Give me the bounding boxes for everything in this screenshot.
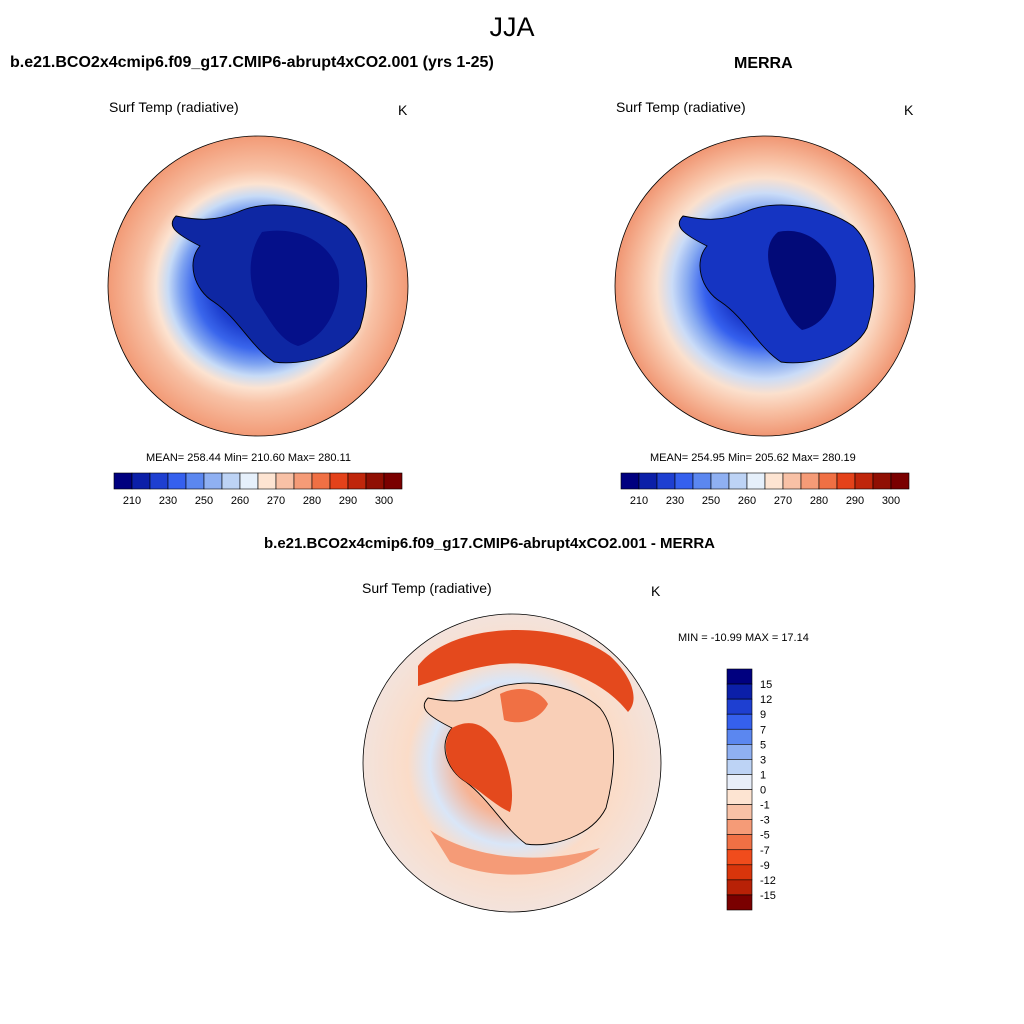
colorbar-swatch	[854, 472, 874, 490]
colorbar-swatch	[782, 472, 802, 490]
colorbar-swatch	[726, 698, 753, 715]
map-panel1	[107, 135, 409, 437]
colorbar-tick-label: -9	[760, 860, 770, 872]
colorbar-swatch	[726, 834, 753, 851]
colorbar-tick-label: 7	[760, 724, 766, 736]
colorbar-panel1: 210 230 250 260 270 280 290 300	[113, 472, 403, 507]
colorbar-swatch	[293, 472, 313, 490]
colorbar-swatch	[329, 472, 349, 490]
colorbar-tick-label: 0	[760, 785, 766, 797]
colorbar-tick-label: 9	[760, 709, 766, 721]
colorbar-swatch	[656, 472, 676, 490]
colorbar-tick-label: -7	[760, 845, 770, 857]
colorbar-swatch	[726, 789, 753, 805]
colorbar-tick-label: -5	[760, 830, 770, 842]
colorbar-swatch	[221, 472, 241, 490]
colorbar-swatch	[726, 683, 753, 700]
colorbar-tick-label: 12	[760, 694, 772, 706]
colorbar-swatch	[726, 879, 753, 896]
colorbar-tick-label: 1	[760, 769, 766, 781]
panel1-variable: Surf Temp (radiative)	[109, 99, 239, 115]
colorbar-swatch	[728, 472, 748, 490]
colorbar-swatch	[620, 472, 640, 490]
colorbar-swatch	[167, 472, 187, 490]
colorbar-swatch	[726, 819, 753, 835]
panel3-stats: MIN = -10.99 MAX = 17.14	[678, 632, 809, 644]
figure-title: JJA	[489, 12, 535, 42]
colorbar-swatch	[113, 472, 133, 490]
panel1-units: K	[398, 102, 408, 118]
colorbar-tick-label: 290	[339, 495, 357, 507]
colorbar-tick-label: 250	[702, 495, 720, 507]
colorbar-swatch	[638, 472, 658, 490]
colorbar-tick-label: 280	[303, 495, 321, 507]
colorbar-tick-label: 230	[666, 495, 684, 507]
colorbar-swatch	[203, 472, 223, 490]
colorbar-tick-label: 15	[760, 679, 772, 691]
colorbar-swatch	[764, 472, 784, 490]
colorbar-swatch	[726, 774, 753, 790]
colorbar-panel3: 15 12 9 7 5 3 1 0 -1 -3 -5 -7 -9 -12 -15	[726, 668, 776, 911]
colorbar-tick-label: 300	[375, 495, 393, 507]
colorbar-swatch	[239, 472, 259, 490]
panel3-title: b.e21.BCO2x4cmip6.f09_g17.CMIP6-abrupt4x…	[264, 535, 715, 552]
colorbar-tick-label: 300	[882, 495, 900, 507]
colorbar-tick-label: 260	[738, 495, 756, 507]
panel1-stats: MEAN= 258.44 Min= 210.60 Max= 280.11	[146, 452, 351, 464]
map-panel2	[614, 135, 916, 437]
colorbar-tick-label: 270	[267, 495, 285, 507]
colorbar-tick-label: 210	[630, 495, 648, 507]
colorbar-swatch	[131, 472, 151, 490]
panel3-units: K	[651, 583, 661, 599]
colorbar-swatch	[746, 472, 766, 490]
colorbar-swatch	[726, 759, 753, 775]
colorbar-swatch	[800, 472, 820, 490]
colorbar-swatch	[383, 472, 403, 490]
colorbar-tick-label: 210	[123, 495, 141, 507]
colorbar-swatch	[275, 472, 295, 490]
colorbar-tick-label: 230	[159, 495, 177, 507]
colorbar-swatch	[726, 744, 753, 760]
colorbar-swatch	[311, 472, 331, 490]
colorbar-swatch	[872, 472, 892, 490]
map-panel3	[362, 613, 662, 913]
colorbar-swatch	[347, 472, 367, 490]
colorbar-tick-label: 270	[774, 495, 792, 507]
colorbar-swatch	[726, 894, 753, 911]
panel2-stats: MEAN= 254.95 Min= 205.62 Max= 280.19	[650, 452, 856, 464]
colorbar-swatch	[726, 713, 753, 730]
colorbar-tick-label: 5	[760, 739, 766, 751]
colorbar-tick-label: 250	[195, 495, 213, 507]
colorbar-swatch	[726, 668, 753, 685]
colorbar-swatch	[710, 472, 730, 490]
colorbar-tick-label: -15	[760, 890, 776, 902]
colorbar-tick-label: 290	[846, 495, 864, 507]
colorbar-swatch	[726, 728, 753, 745]
panel2-title: MERRA	[734, 55, 793, 72]
colorbar-swatch	[674, 472, 694, 490]
colorbar-swatch	[149, 472, 169, 490]
colorbar-tick-label: 280	[810, 495, 828, 507]
panel2-variable: Surf Temp (radiative)	[616, 99, 746, 115]
panel1-title: b.e21.BCO2x4cmip6.f09_g17.CMIP6-abrupt4x…	[10, 54, 494, 71]
colorbar-tick-label: 3	[760, 754, 766, 766]
colorbar-swatch	[726, 864, 753, 881]
colorbar-swatch	[890, 472, 910, 490]
colorbar-swatch	[726, 849, 753, 866]
colorbar-tick-label: -1	[760, 800, 770, 812]
colorbar-swatch	[818, 472, 838, 490]
panel2-units: K	[904, 102, 914, 118]
colorbar-tick-label: -3	[760, 815, 770, 827]
colorbar-tick-label: 260	[231, 495, 249, 507]
colorbar-swatch	[692, 472, 712, 490]
colorbar-swatch	[726, 804, 753, 820]
colorbar-swatch	[257, 472, 277, 490]
colorbar-tick-label: -12	[760, 875, 776, 887]
colorbar-swatch	[185, 472, 205, 490]
colorbar-panel2: 210 230 250 260 270 280 290 300	[620, 472, 910, 507]
panel3-variable: Surf Temp (radiative)	[362, 580, 492, 596]
colorbar-swatch	[365, 472, 385, 490]
colorbar-swatch	[836, 472, 856, 490]
